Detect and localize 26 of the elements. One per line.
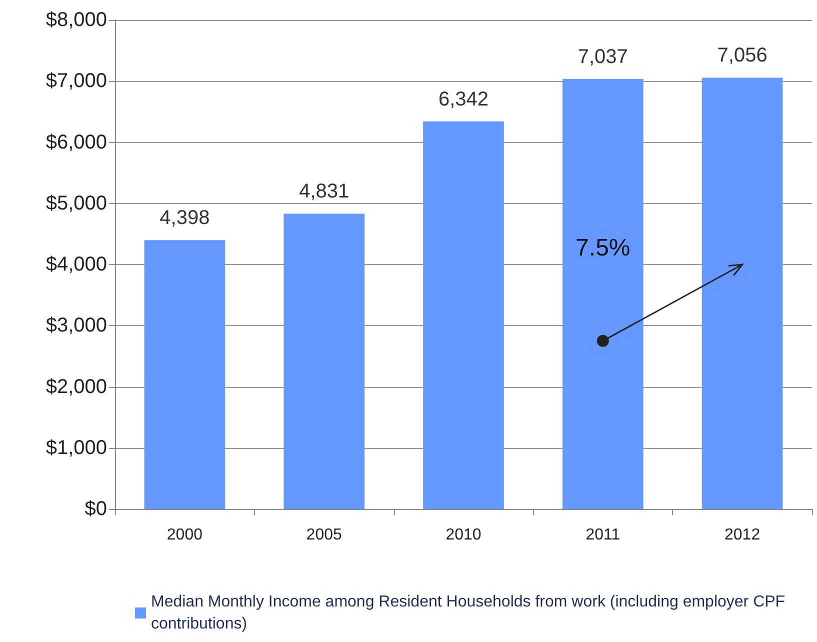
annotation: 7.5% — [576, 234, 630, 262]
legend-label: Median Monthly Income among Resident Households from work (including employer CPF contributions) — [151, 594, 790, 632]
bar — [423, 121, 504, 509]
bar — [284, 214, 365, 509]
text: 7,037 — [578, 46, 628, 68]
y-tick-label: $8,000 — [46, 9, 107, 31]
x-tick-label: 2010 — [446, 526, 482, 544]
bar — [702, 78, 783, 509]
text: 6,342 — [438, 88, 489, 110]
x-tick-label: 2012 — [724, 526, 760, 544]
x-tick-label: 2011 — [586, 526, 620, 544]
y-tick-label: $5,000 — [46, 192, 107, 214]
bar — [562, 78, 644, 509]
y-tick-label: $7,000 — [46, 70, 107, 92]
y-tick-label: $3,000 — [46, 314, 107, 337]
x-tick-label: 2005 — [306, 526, 342, 544]
x-tick-label: 2000 — [166, 526, 203, 544]
y-tick-label: $0 — [84, 498, 107, 520]
text: 7,056 — [717, 44, 768, 67]
y-tick-label: $6,000 — [46, 131, 107, 154]
y-tick-label: $4,000 — [46, 254, 107, 276]
text: 4,398 — [160, 207, 210, 230]
bar — [144, 240, 226, 509]
y-tick-label: $2,000 — [46, 376, 107, 398]
y-tick-label: $1,000 — [46, 436, 107, 459]
text: 4,831 — [299, 180, 350, 203]
